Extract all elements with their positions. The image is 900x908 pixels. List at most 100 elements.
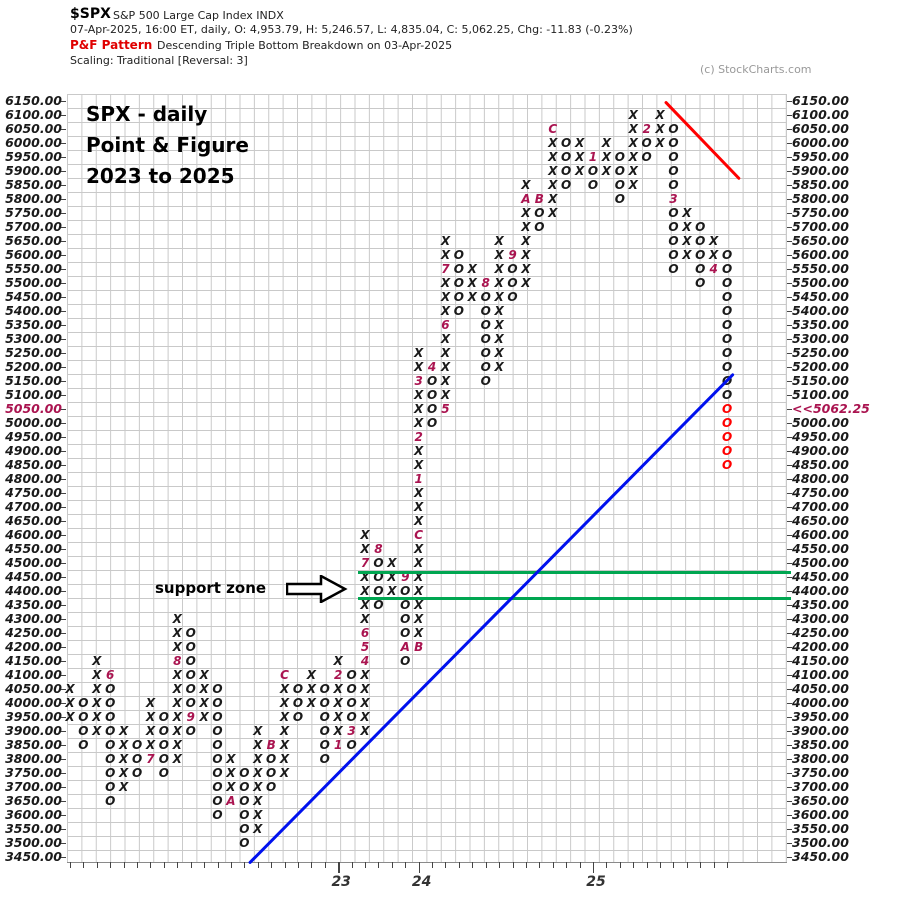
price-label-right: 3550.00 <box>792 821 849 836</box>
price-label-left: 5950.00 <box>5 149 62 164</box>
col-tick <box>284 862 286 868</box>
row-tick-left <box>61 787 66 788</box>
row-tick-left <box>61 185 66 186</box>
pnf-symbol: X <box>279 738 290 752</box>
row-tick-right <box>787 339 792 340</box>
row-tick-right <box>787 409 792 410</box>
row-tick-right <box>787 731 792 732</box>
pnf-symbol: O <box>105 752 116 766</box>
price-label-right: 4750.00 <box>792 485 849 500</box>
row-tick-left <box>61 717 66 718</box>
pnf-symbol: O <box>185 682 196 696</box>
pnf-symbol: X <box>414 360 424 374</box>
year-label: 24 <box>411 874 432 890</box>
pnf-symbol: X <box>548 136 558 150</box>
pnf-symbol: X <box>360 542 370 556</box>
current-price-label: <<5062.25 <box>792 401 870 416</box>
row-tick-left <box>61 731 66 732</box>
price-label-left: 5800.00 <box>5 191 62 206</box>
row-tick-left <box>61 577 66 578</box>
price-label-right: 5250.00 <box>792 345 849 360</box>
price-label-right: 5350.00 <box>792 317 849 332</box>
pnf-symbol: O <box>721 332 733 346</box>
pnf-symbol: X <box>199 696 209 710</box>
row-tick-left <box>61 801 66 802</box>
pnf-symbol: O <box>239 808 250 822</box>
pnf-symbol: O <box>721 346 733 360</box>
pnf-symbol: X <box>414 444 424 458</box>
pnf-symbol: O <box>695 276 706 290</box>
price-label-right: 3800.00 <box>792 751 849 766</box>
price-label-left: 6150.00 <box>5 93 62 108</box>
pnf-symbol: X <box>414 542 424 556</box>
price-label-left: 4750.00 <box>5 485 62 500</box>
pnf-symbol: O <box>346 738 357 752</box>
col-tick <box>619 862 621 868</box>
pnf-symbol: X <box>655 108 665 122</box>
pnf-symbol: O <box>453 248 464 262</box>
pnf-symbol: X <box>253 724 263 738</box>
price-label-left: 3850.00 <box>5 737 62 752</box>
pnf-symbol: O <box>453 276 464 290</box>
pnf-symbol: O <box>614 164 625 178</box>
row-tick-right <box>787 353 792 354</box>
pnf-symbol: X <box>387 556 397 570</box>
pnf-symbol: O <box>721 262 733 276</box>
col-tick <box>297 862 299 868</box>
row-tick-right <box>787 437 792 438</box>
row-tick-left <box>61 129 66 130</box>
row-tick-left <box>61 829 66 830</box>
pnf-symbol: X <box>387 570 397 584</box>
pnf-symbol: O <box>158 766 169 780</box>
pnf-symbol: O <box>721 388 733 402</box>
pnf-symbol: O <box>266 752 277 766</box>
price-label-right: 3700.00 <box>792 779 849 794</box>
col-tick <box>727 862 729 868</box>
price-label-right: 5000.00 <box>792 415 849 430</box>
row-tick-right <box>787 787 792 788</box>
price-label-right: 6150.00 <box>792 93 849 108</box>
price-label-right: 4900.00 <box>792 443 849 458</box>
row-tick-right <box>787 283 792 284</box>
pnf-symbol: O <box>185 724 196 738</box>
row-tick-left <box>61 451 66 452</box>
pnf-symbol: O <box>131 752 143 766</box>
price-label-right: 4150.00 <box>792 653 849 668</box>
row-tick-left <box>61 563 66 564</box>
pnf-symbol: O <box>614 178 625 192</box>
pnf-symbol: X <box>601 136 612 150</box>
pnf-symbol: O <box>721 304 733 318</box>
pnf-symbol: X <box>92 710 102 724</box>
row-tick-right <box>787 381 792 382</box>
col-tick <box>512 862 514 868</box>
row-tick-left <box>61 213 66 214</box>
price-label-left: 4850.00 <box>5 457 62 472</box>
pnf-symbol: O <box>534 206 545 220</box>
pnf-symbol: O <box>668 248 679 262</box>
row-tick-right <box>787 675 792 676</box>
price-label-right: 4200.00 <box>792 639 849 654</box>
pnf-symbol: X <box>414 500 424 514</box>
pnf-symbol: X <box>494 234 504 248</box>
price-label-left: 4150.00 <box>5 653 62 668</box>
pnf-symbol: X <box>333 710 343 724</box>
price-label-left: 4950.00 <box>5 429 62 444</box>
pnf-symbol: X <box>440 276 451 290</box>
pnf-symbol: X <box>414 626 424 640</box>
pnf-symbol: X <box>172 696 182 710</box>
pnf-month-label: 4 <box>427 360 437 374</box>
pnf-symbol: O <box>373 556 384 570</box>
pnf-symbol: X <box>414 346 424 360</box>
pnf-symbol: X <box>306 682 316 696</box>
col-tick <box>552 862 554 868</box>
row-tick-left <box>61 143 66 144</box>
price-label-left: 5600.00 <box>5 247 62 262</box>
pnf-symbol: X <box>360 528 370 542</box>
pnf-symbol: O <box>212 710 223 724</box>
pnf-symbol: X <box>360 682 370 696</box>
row-tick-right <box>787 745 792 746</box>
col-tick <box>646 862 648 868</box>
price-label-left: 5100.00 <box>5 387 62 402</box>
price-label-left: 3600.00 <box>5 807 62 822</box>
pnf-symbol: O <box>426 374 438 388</box>
